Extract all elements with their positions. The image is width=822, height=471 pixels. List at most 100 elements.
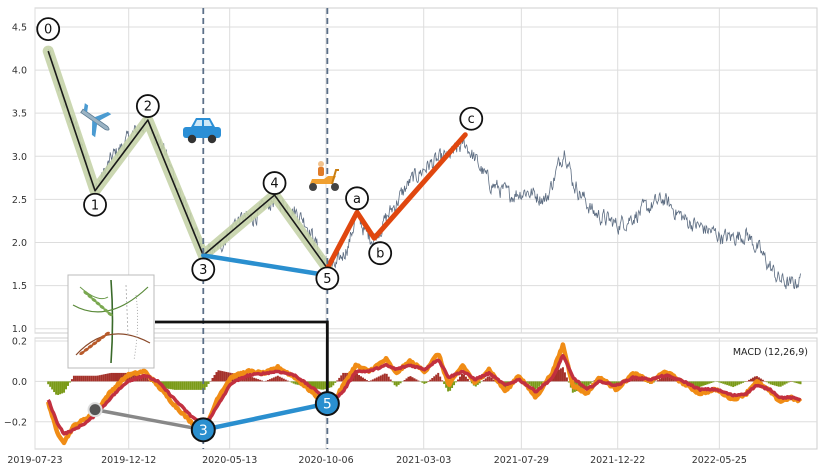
macd-histogram-bar <box>427 381 430 382</box>
macd-trendline-3-5 <box>202 401 328 433</box>
macd-histogram-bar <box>227 372 230 382</box>
macd-histogram-bar <box>466 378 469 382</box>
macd-histogram-bar <box>379 375 382 382</box>
macd-histogram-bar <box>266 379 269 382</box>
macd-histogram-bar <box>773 381 776 386</box>
macd-histogram-bar <box>710 381 713 383</box>
macd-histogram-bar <box>377 376 380 382</box>
car-icon <box>183 118 221 144</box>
macd-histogram-bar <box>88 375 91 382</box>
macd-histogram-bar <box>409 376 412 382</box>
macd-histogram-bar <box>765 381 768 383</box>
macd-histogram-bar <box>47 381 50 385</box>
macd-histogram-bar <box>365 380 368 382</box>
macd-histogram-bar <box>296 381 299 385</box>
macd-histogram-bar <box>55 381 58 395</box>
macd-histogram-bar <box>61 381 64 394</box>
wave-label-circle <box>36 17 61 42</box>
macd-histogram-bar <box>708 381 711 384</box>
macd-histogram-bar <box>272 377 275 382</box>
macd-histogram-bar <box>249 376 252 382</box>
macd-histogram-bar <box>57 381 60 396</box>
macd-wave-marker <box>190 417 216 443</box>
macd-histogram-bar <box>84 375 87 382</box>
xtick-label: 2020-10-06 <box>298 455 353 466</box>
macd-histogram-bar <box>787 381 790 383</box>
macd-histogram-bar <box>255 378 258 382</box>
macd-histogram-bar <box>433 376 436 382</box>
wave-label-circle <box>135 94 160 118</box>
impulse-wave-line <box>47 50 328 269</box>
macd-histogram-bar <box>82 375 85 382</box>
macd-histogram-bar <box>259 379 262 382</box>
plant-illustration <box>67 274 155 369</box>
macd-histogram-bar <box>373 378 376 382</box>
macd-histogram-bar <box>53 381 56 393</box>
macd-histogram-bar <box>435 374 438 382</box>
macd-histogram-bar <box>611 381 614 385</box>
macd-histogram-bar <box>385 373 388 382</box>
macd-histogram-bar <box>165 381 168 389</box>
macd-histogram-bar <box>759 378 762 382</box>
macd-histogram-bar <box>361 377 364 382</box>
macd-histogram-bar <box>316 381 319 389</box>
macd-histogram-bar <box>344 372 347 382</box>
macd-histogram-bar <box>567 381 570 383</box>
macd-histogram-bar <box>706 381 709 385</box>
macd-histogram-bar <box>185 381 188 390</box>
abc-label: a <box>353 192 361 207</box>
macd-histogram-bar <box>755 376 758 382</box>
macd-histogram-bar <box>363 378 366 382</box>
macd-histogram-bar <box>753 376 756 382</box>
macd-histogram-bar <box>443 381 446 385</box>
macd-histogram-bar <box>417 380 420 382</box>
macd-histogram-bar <box>114 372 117 382</box>
macd-histogram-bar <box>354 372 357 382</box>
macd-histogram-bar <box>720 381 723 384</box>
macd-histogram-bar <box>405 378 408 382</box>
abc-label: b <box>376 247 384 262</box>
annotations: 35 <box>87 8 340 449</box>
macd-histogram-bar <box>488 376 491 382</box>
wave-label-circle <box>262 171 287 195</box>
macd-histogram-bar <box>197 381 200 390</box>
macd-histogram-bar <box>785 381 788 384</box>
macd-histogram-bar <box>171 381 174 390</box>
macd-histogram-bar <box>664 375 667 382</box>
scooter-icon <box>309 161 339 191</box>
macd-histogram-bar <box>532 381 535 388</box>
macd-histogram-bar <box>557 369 560 382</box>
macd-histogram-bar <box>330 381 333 388</box>
macd-histogram-bar <box>68 381 71 383</box>
abc-label-circle <box>345 186 369 211</box>
wave-label: 1 <box>91 198 99 213</box>
macd-histogram-bar <box>781 381 784 386</box>
macd-histogram-bar <box>179 381 182 390</box>
macd-histogram-bar <box>205 381 208 387</box>
macd-histogram-bar <box>340 375 343 382</box>
macd-histogram-bar <box>253 377 256 382</box>
macd-histogram-bar <box>387 376 390 382</box>
macd-histogram-bar <box>164 381 166 389</box>
xtick-label: 2022-05-25 <box>692 455 747 466</box>
macd-histogram-bar <box>338 377 341 382</box>
price-ytick-label: 2.0 <box>12 238 27 249</box>
macd-histogram-bar <box>199 381 202 390</box>
macd-histogram-bar <box>565 377 568 382</box>
macd-histogram-bar <box>528 381 531 385</box>
macd-histogram-bar <box>358 375 361 382</box>
axes: 1.0 1.5 2.0 2.5 3.0 3.5 4.0 4.5 −0.2 0.0 0.2 2019-0… <box>4 22 747 466</box>
macd-histogram-bar <box>757 377 760 382</box>
macd-histogram-bar <box>445 381 448 388</box>
macd-histogram-bar <box>251 377 254 382</box>
macd-histogram-bar <box>799 381 802 385</box>
macd-wave-label: 3 <box>199 423 208 439</box>
macd-histogram-bar <box>100 374 103 382</box>
macd-histogram-bar <box>431 378 434 382</box>
macd-histogram-bar <box>556 370 558 382</box>
macd-histogram-bar <box>724 381 727 385</box>
macd-histogram-bar <box>403 380 406 382</box>
macd-histogram-bar <box>169 381 172 390</box>
macd-histogram-bar <box>656 380 659 382</box>
macd-histogram-bar <box>783 381 786 385</box>
